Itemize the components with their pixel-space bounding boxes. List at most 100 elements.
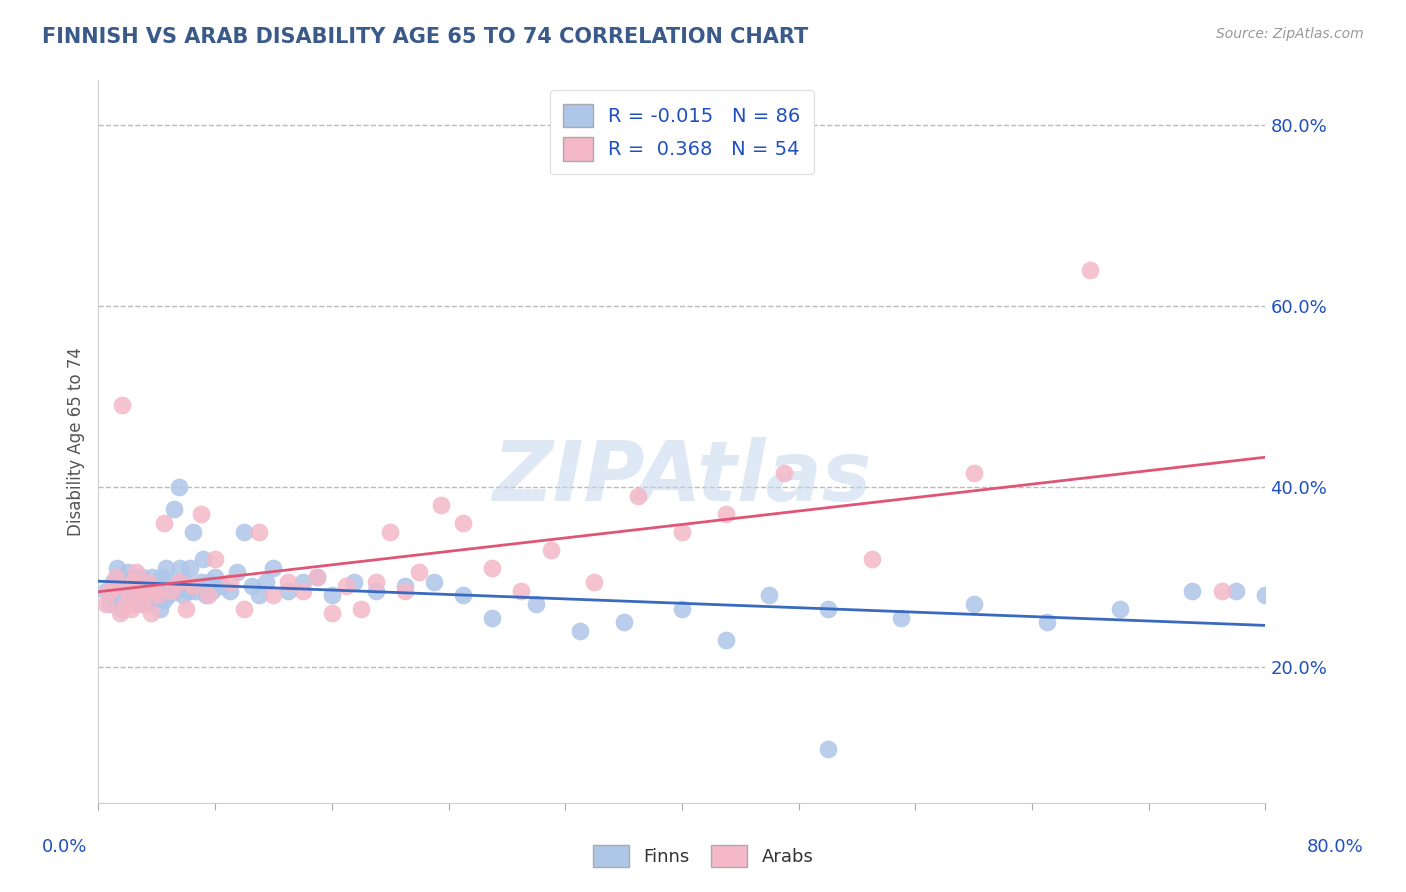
Point <box>343 574 366 589</box>
Point <box>150 570 173 584</box>
Point <box>247 524 270 539</box>
Point <box>120 583 142 598</box>
Point <box>481 561 503 575</box>
Point <box>138 583 160 598</box>
Point <box>94 583 117 598</box>
Point <box>104 592 127 607</box>
Point <box>277 583 299 598</box>
Point <box>167 480 190 494</box>
Point <box>181 524 204 539</box>
Point <box>110 606 132 620</box>
Point <box>218 583 240 598</box>
Point <box>540 542 562 557</box>
Point <box>335 579 357 593</box>
Point <box>98 597 121 611</box>
Point <box>204 570 226 584</box>
Point <box>125 566 148 580</box>
Point <box>350 601 373 615</box>
Point <box>204 552 226 566</box>
Point <box>1035 615 1057 630</box>
Point <box>117 592 139 607</box>
Point <box>136 588 159 602</box>
Point <box>153 592 176 607</box>
Point <box>122 574 145 589</box>
Point <box>321 606 343 620</box>
Point <box>124 570 146 584</box>
Point <box>101 574 124 589</box>
Point <box>125 588 148 602</box>
Point <box>135 574 157 589</box>
Point <box>890 610 912 624</box>
Point <box>612 615 634 630</box>
Point <box>181 579 204 593</box>
Point <box>380 524 402 539</box>
Point <box>111 601 134 615</box>
Point <box>510 583 533 598</box>
Point <box>671 601 693 615</box>
Point <box>121 574 143 589</box>
Point <box>110 570 132 584</box>
Point <box>1181 583 1204 598</box>
Point <box>583 574 606 589</box>
Point <box>160 574 183 589</box>
Point <box>165 583 187 598</box>
Legend: R = -0.015   N = 86, R =  0.368   N = 54: R = -0.015 N = 86, R = 0.368 N = 54 <box>550 90 814 175</box>
Point <box>364 574 387 589</box>
Point <box>218 574 240 589</box>
Point <box>394 579 416 593</box>
Point <box>430 498 453 512</box>
Point <box>262 561 284 575</box>
Point <box>146 574 169 589</box>
Point <box>136 574 159 589</box>
Point <box>671 524 693 539</box>
Point <box>1108 601 1130 615</box>
Point <box>817 601 839 615</box>
Point <box>394 583 416 598</box>
Point <box>198 574 221 589</box>
Point <box>134 597 156 611</box>
Point <box>568 624 591 639</box>
Point <box>111 398 134 412</box>
Point <box>124 597 146 611</box>
Point <box>201 583 224 598</box>
Point <box>117 566 139 580</box>
Point <box>817 741 839 756</box>
Point <box>177 583 200 598</box>
Point <box>110 588 132 602</box>
Point <box>190 507 212 521</box>
Point <box>364 583 387 598</box>
Point <box>773 466 796 480</box>
Point <box>860 552 883 566</box>
Point <box>163 502 186 516</box>
Point <box>114 597 136 611</box>
Point <box>1080 263 1102 277</box>
Point <box>451 516 474 530</box>
Point <box>307 570 329 584</box>
Point <box>627 489 650 503</box>
Point <box>169 561 191 575</box>
Point <box>524 597 547 611</box>
Point <box>179 561 201 575</box>
Point <box>157 588 180 602</box>
Y-axis label: Disability Age 65 to 74: Disability Age 65 to 74 <box>66 347 84 536</box>
Point <box>254 574 277 589</box>
Point <box>167 574 190 589</box>
Point <box>131 597 153 611</box>
Point <box>962 597 984 611</box>
Point <box>481 610 503 624</box>
Text: FINNISH VS ARAB DISABILITY AGE 65 TO 74 CORRELATION CHART: FINNISH VS ARAB DISABILITY AGE 65 TO 74 … <box>42 27 808 46</box>
Point <box>142 579 165 593</box>
Text: ZIPAtlas: ZIPAtlas <box>492 437 872 518</box>
Point <box>714 507 737 521</box>
Point <box>277 574 299 589</box>
Point <box>105 561 128 575</box>
Point <box>131 583 153 598</box>
Point <box>114 579 136 593</box>
Point <box>152 583 174 598</box>
Point <box>190 574 212 589</box>
Point <box>186 583 208 598</box>
Point <box>94 597 117 611</box>
Point <box>193 552 215 566</box>
Point <box>226 566 249 580</box>
Point <box>172 588 194 602</box>
